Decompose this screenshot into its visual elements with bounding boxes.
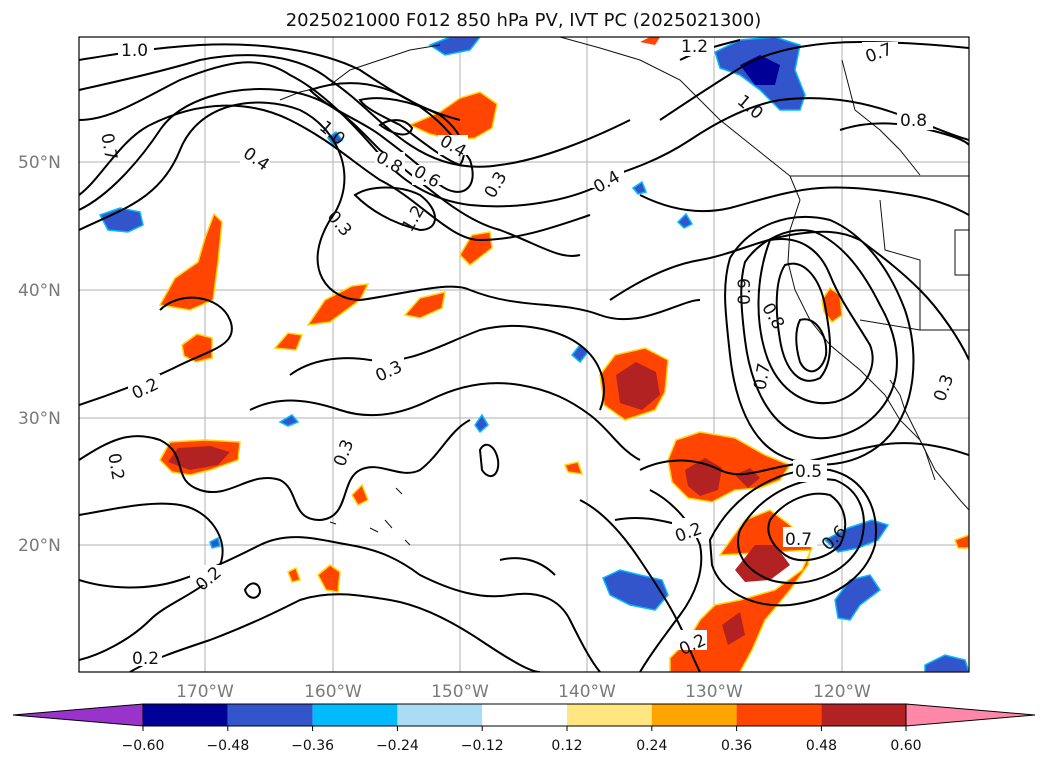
colorbar-extend-low xyxy=(12,703,144,727)
map-title: 2025021000 F012 850 hPa PV, IVT PC (2025… xyxy=(285,10,762,31)
contour-label: 0.7 xyxy=(750,361,774,391)
lat-label: 20°N xyxy=(18,536,61,556)
contour-label: 0.9 xyxy=(735,278,755,305)
colorbar-tick-label: −0.12 xyxy=(461,738,504,754)
colorbar-tick-label: −0.36 xyxy=(291,738,334,754)
lon-label: 150°W xyxy=(431,682,489,702)
colorbar: −0.60 −0.48 −0.36 −0.24 −0.12 0.12 0.24 … xyxy=(12,703,1036,754)
pv-negative-shading xyxy=(98,37,969,672)
lat-label: 30°N xyxy=(18,409,61,429)
lon-label: 120°W xyxy=(813,682,871,702)
lon-label: 170°W xyxy=(176,682,234,702)
contour-label: 0.5 xyxy=(795,462,822,482)
colorbar-tick-label: 0.24 xyxy=(636,738,667,754)
colorbar-bin xyxy=(397,704,483,726)
colorbar-tick-label: 0.12 xyxy=(551,738,582,754)
contour-label: 0.2 xyxy=(132,649,159,669)
ivt-contours xyxy=(79,39,969,672)
lat-label: 40°N xyxy=(18,281,61,301)
contour-label: 0.7 xyxy=(785,530,812,550)
colorbar-tick-label: −0.48 xyxy=(206,738,249,754)
colorbar-tick-label: 0.48 xyxy=(806,738,837,754)
colorbar-bin xyxy=(651,704,737,726)
colorbar-tick-label: −0.24 xyxy=(376,738,419,754)
colorbar-bin xyxy=(143,704,228,726)
colorbar-bin xyxy=(312,704,398,726)
colorbar-bin xyxy=(567,704,652,726)
colorbar-bin xyxy=(227,704,313,726)
lat-label: 50°N xyxy=(18,153,61,173)
map-frame xyxy=(78,36,970,673)
colorbar-extend-high xyxy=(905,703,1036,727)
colorbar-tick-label: 0.36 xyxy=(721,738,752,754)
contour-label: 1.0 xyxy=(121,41,148,61)
lon-label: 140°W xyxy=(558,682,616,702)
colorbar-bin xyxy=(736,704,822,726)
contour-label: 0.2 xyxy=(103,452,127,482)
colorbar-tick-label: −0.60 xyxy=(122,738,165,754)
contour-label: 0.7 xyxy=(96,132,120,162)
map-background xyxy=(79,37,969,672)
lon-label: 130°W xyxy=(685,682,743,702)
lon-label: 160°W xyxy=(304,682,362,702)
colorbar-bin xyxy=(482,704,567,726)
lon-labels: 170°W 160°W 150°W 140°W 130°W 120°W xyxy=(176,682,871,702)
colorbar-bin xyxy=(821,704,907,726)
contour-label: 1.2 xyxy=(681,37,708,57)
lat-labels: 50°N 40°N 30°N 20°N xyxy=(18,153,61,556)
colorbar-tick-label: 0.60 xyxy=(890,738,921,754)
contour-label: 0.8 xyxy=(900,111,927,131)
